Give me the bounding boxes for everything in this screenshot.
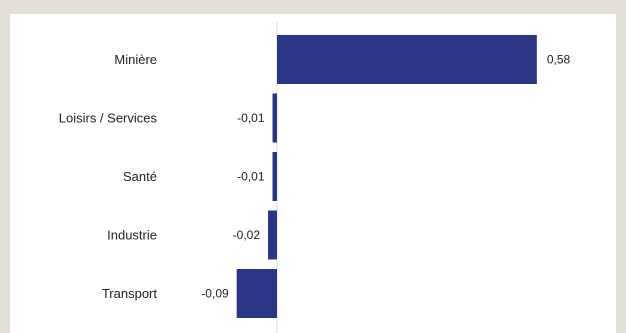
labels-layer: Minière 0,58 Loisirs / Services -0,01 Santé -… — [59, 52, 571, 301]
value-label-sante: -0,01 — [237, 170, 265, 184]
value-label-industrie: -0,02 — [233, 228, 261, 242]
bar-transport — [236, 269, 277, 318]
category-label-industrie: Industrie — [107, 228, 157, 243]
bars-layer — [236, 35, 537, 318]
bar-sante — [272, 152, 277, 201]
category-label-loisirs-services: Loisirs / Services — [59, 111, 158, 126]
value-label-transport: -0,09 — [201, 287, 229, 301]
category-label-miniere: Minière — [114, 52, 157, 67]
category-label-transport: Transport — [102, 286, 158, 301]
value-label-miniere: 0,58 — [547, 53, 571, 67]
value-label-loisirs-services: -0,01 — [237, 111, 265, 125]
bar-miniere — [277, 35, 537, 84]
bar-industrie — [268, 210, 277, 260]
bar-loisirs-services — [272, 93, 277, 143]
category-label-sante: Santé — [123, 169, 157, 184]
